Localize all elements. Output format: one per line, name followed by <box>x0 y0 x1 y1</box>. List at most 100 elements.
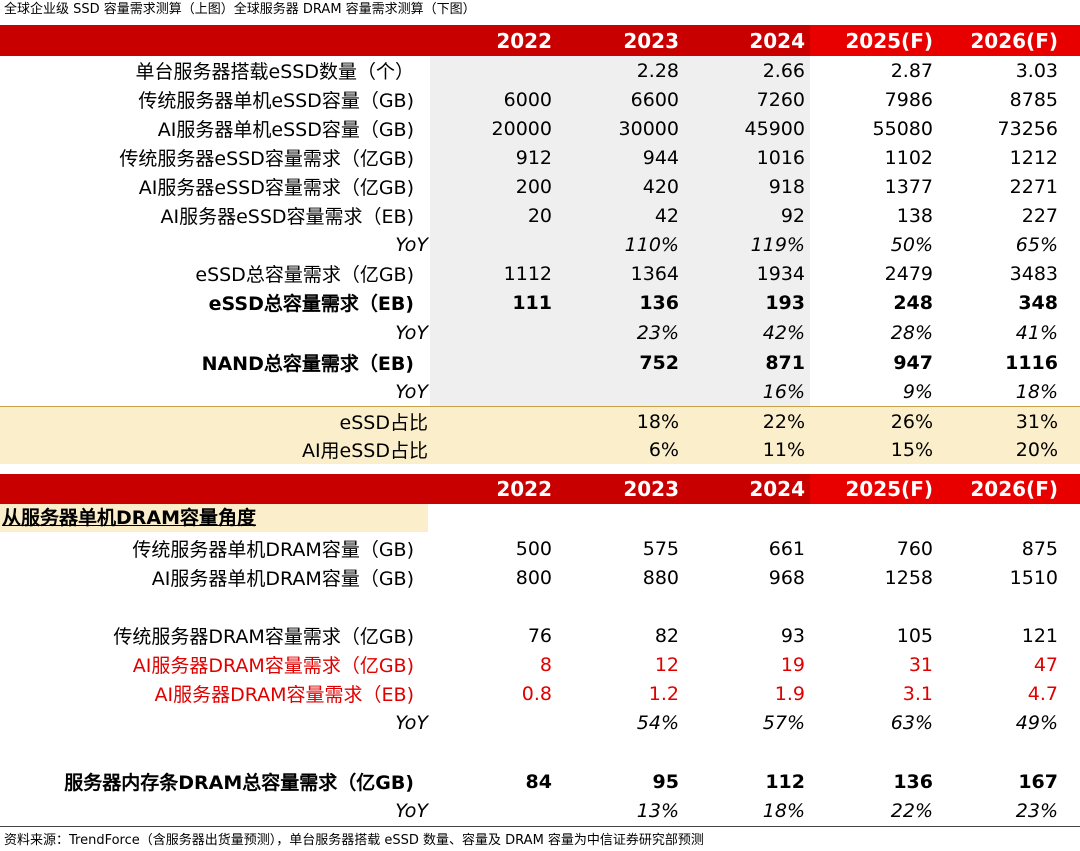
row-label: eSSD总容量需求（亿GB) <box>195 264 414 286</box>
cell: 7260 <box>756 88 805 111</box>
cell: 6600 <box>630 88 679 111</box>
cell: 112 <box>765 770 805 793</box>
cell: 111 <box>512 291 552 314</box>
table-caption: 全球企业级 SSD 容量需求测算（上图）全球服务器 DRAM 容量需求测算（下图… <box>4 2 476 17</box>
table-row: 传统服务器单机eSSD容量（GB) 6000 6600 7260 7986 87… <box>0 85 1080 114</box>
cell: 2.66 <box>762 59 805 82</box>
row-label: YoY <box>395 711 428 734</box>
table-row: 传统服务器单机DRAM容量（GB) 500 575 661 760 875 <box>0 534 1080 563</box>
cell: 1116 <box>1005 351 1058 374</box>
cell: 54% <box>636 711 679 734</box>
cell: 875 <box>1021 537 1058 560</box>
row-label: 服务器内存条DRAM总容量需求（亿GB) <box>64 772 414 794</box>
year-header-cell: 2022 <box>496 477 552 501</box>
cell: 95 <box>652 770 679 793</box>
year-header-cell: 2026(F) <box>970 477 1058 501</box>
table-row: 传统服务器eSSD容量需求（亿GB) 912 944 1016 1102 121… <box>0 143 1080 172</box>
share-row: AI用eSSD占比 6% 11% 15% 20% <box>0 435 1080 464</box>
row-label: 传统服务器单机DRAM容量（GB) <box>132 539 414 561</box>
cell: 661 <box>768 537 805 560</box>
cell: 575 <box>642 537 679 560</box>
table-row: 服务器内存条DRAM总容量需求（亿GB) 84 95 112 136 167 <box>0 767 1080 796</box>
row-label: YoY <box>395 321 428 344</box>
cell: 912 <box>515 146 552 169</box>
cell: 30000 <box>618 117 679 140</box>
table-row: eSSD总容量需求（EB) 111 136 193 248 348 <box>0 288 1080 317</box>
row-label: 传统服务器单机eSSD容量（GB) <box>138 90 414 112</box>
row-label: AI服务器eSSD容量需求（亿GB) <box>138 177 414 199</box>
cell: 18% <box>636 410 679 433</box>
cell: 20000 <box>491 117 552 140</box>
cell: 63% <box>890 711 933 734</box>
row-label: AI服务器单机DRAM容量（GB) <box>151 568 414 590</box>
cell: 19 <box>780 653 805 676</box>
row-label: YoY <box>395 380 428 403</box>
row-label: eSSD占比 <box>339 412 428 434</box>
table-row: 传统服务器DRAM容量需求（亿GB) 76 82 93 105 121 <box>0 621 1080 650</box>
cell: 1934 <box>756 262 805 285</box>
table-row: NAND总容量需求（EB) 752 871 947 1116 <box>0 348 1080 377</box>
cell: 42 <box>654 204 679 227</box>
cell: 11% <box>762 438 805 461</box>
year-header-cell: 2026(F) <box>970 28 1058 53</box>
cell: 1102 <box>884 146 933 169</box>
cell <box>440 230 552 259</box>
cell: 20 <box>527 204 552 227</box>
section-title-background <box>0 504 428 532</box>
source-note: 资料来源：TrendForce（含服务器出货量预测），单台服务器搭载 eSSD … <box>4 833 704 848</box>
cell: 47 <box>1033 653 1058 676</box>
cell: 0.8 <box>521 682 552 705</box>
cell <box>440 407 552 436</box>
year-header-cell: 2025(F) <box>845 477 933 501</box>
cell <box>440 377 552 406</box>
cell: 50% <box>890 233 933 256</box>
cell: 136 <box>639 291 679 314</box>
row-label: AI服务器DRAM容量需求（亿GB) <box>132 655 414 677</box>
cell: 1.2 <box>648 682 679 705</box>
cell: 23% <box>1015 799 1058 822</box>
cell: 18% <box>762 799 805 822</box>
cell: 31% <box>1015 410 1058 433</box>
section-title: 从服务器单机DRAM容量角度 <box>2 507 257 529</box>
cell: 871 <box>765 351 805 374</box>
table-row: AI服务器DRAM容量需求（亿GB) 8 12 19 31 47 <box>0 650 1080 679</box>
cell: 121 <box>1021 624 1058 647</box>
cell: 4.7 <box>1027 682 1058 705</box>
cell: 947 <box>893 351 933 374</box>
table-row: 单台服务器搭载eSSD数量（个） 2.28 2.66 2.87 3.03 <box>0 56 1080 85</box>
cell: 760 <box>896 537 933 560</box>
cell: 49% <box>1015 711 1058 734</box>
cell: 193 <box>765 291 805 314</box>
cell: 73256 <box>997 117 1058 140</box>
cell: 55080 <box>872 117 933 140</box>
cell: 22% <box>762 410 805 433</box>
cell: 45900 <box>744 117 805 140</box>
cell: 138 <box>896 204 933 227</box>
yoy-row: YoY 110% 119% 50% 65% <box>0 230 1080 259</box>
cell: 110% <box>624 233 679 256</box>
cell: 968 <box>768 566 805 589</box>
cell <box>440 435 552 464</box>
cell: 7986 <box>884 88 933 111</box>
cell: 348 <box>1018 291 1058 314</box>
row-label: YoY <box>395 799 428 822</box>
cell: 42% <box>762 321 805 344</box>
cell: 18% <box>1015 380 1058 403</box>
cell: 1212 <box>1009 146 1058 169</box>
cell: 167 <box>1018 770 1058 793</box>
cell: 2479 <box>884 262 933 285</box>
yoy-row: YoY 13% 18% 22% 23% <box>0 796 1080 825</box>
cell: 65% <box>1015 233 1058 256</box>
table-row: AI服务器单机DRAM容量（GB) 800 880 968 1258 1510 <box>0 563 1080 592</box>
cell: 23% <box>636 321 679 344</box>
year-header-cell: 2022 <box>496 28 552 53</box>
cell: 227 <box>1021 204 1058 227</box>
cell: 92 <box>780 204 805 227</box>
cell: 136 <box>893 770 933 793</box>
cell: 93 <box>780 624 805 647</box>
row-label: AI服务器单机eSSD容量（GB) <box>157 119 414 141</box>
cell: 82 <box>654 624 679 647</box>
row-label: 传统服务器DRAM容量需求（亿GB) <box>113 626 414 648</box>
cell: 1364 <box>630 262 679 285</box>
cell: 1016 <box>756 146 805 169</box>
